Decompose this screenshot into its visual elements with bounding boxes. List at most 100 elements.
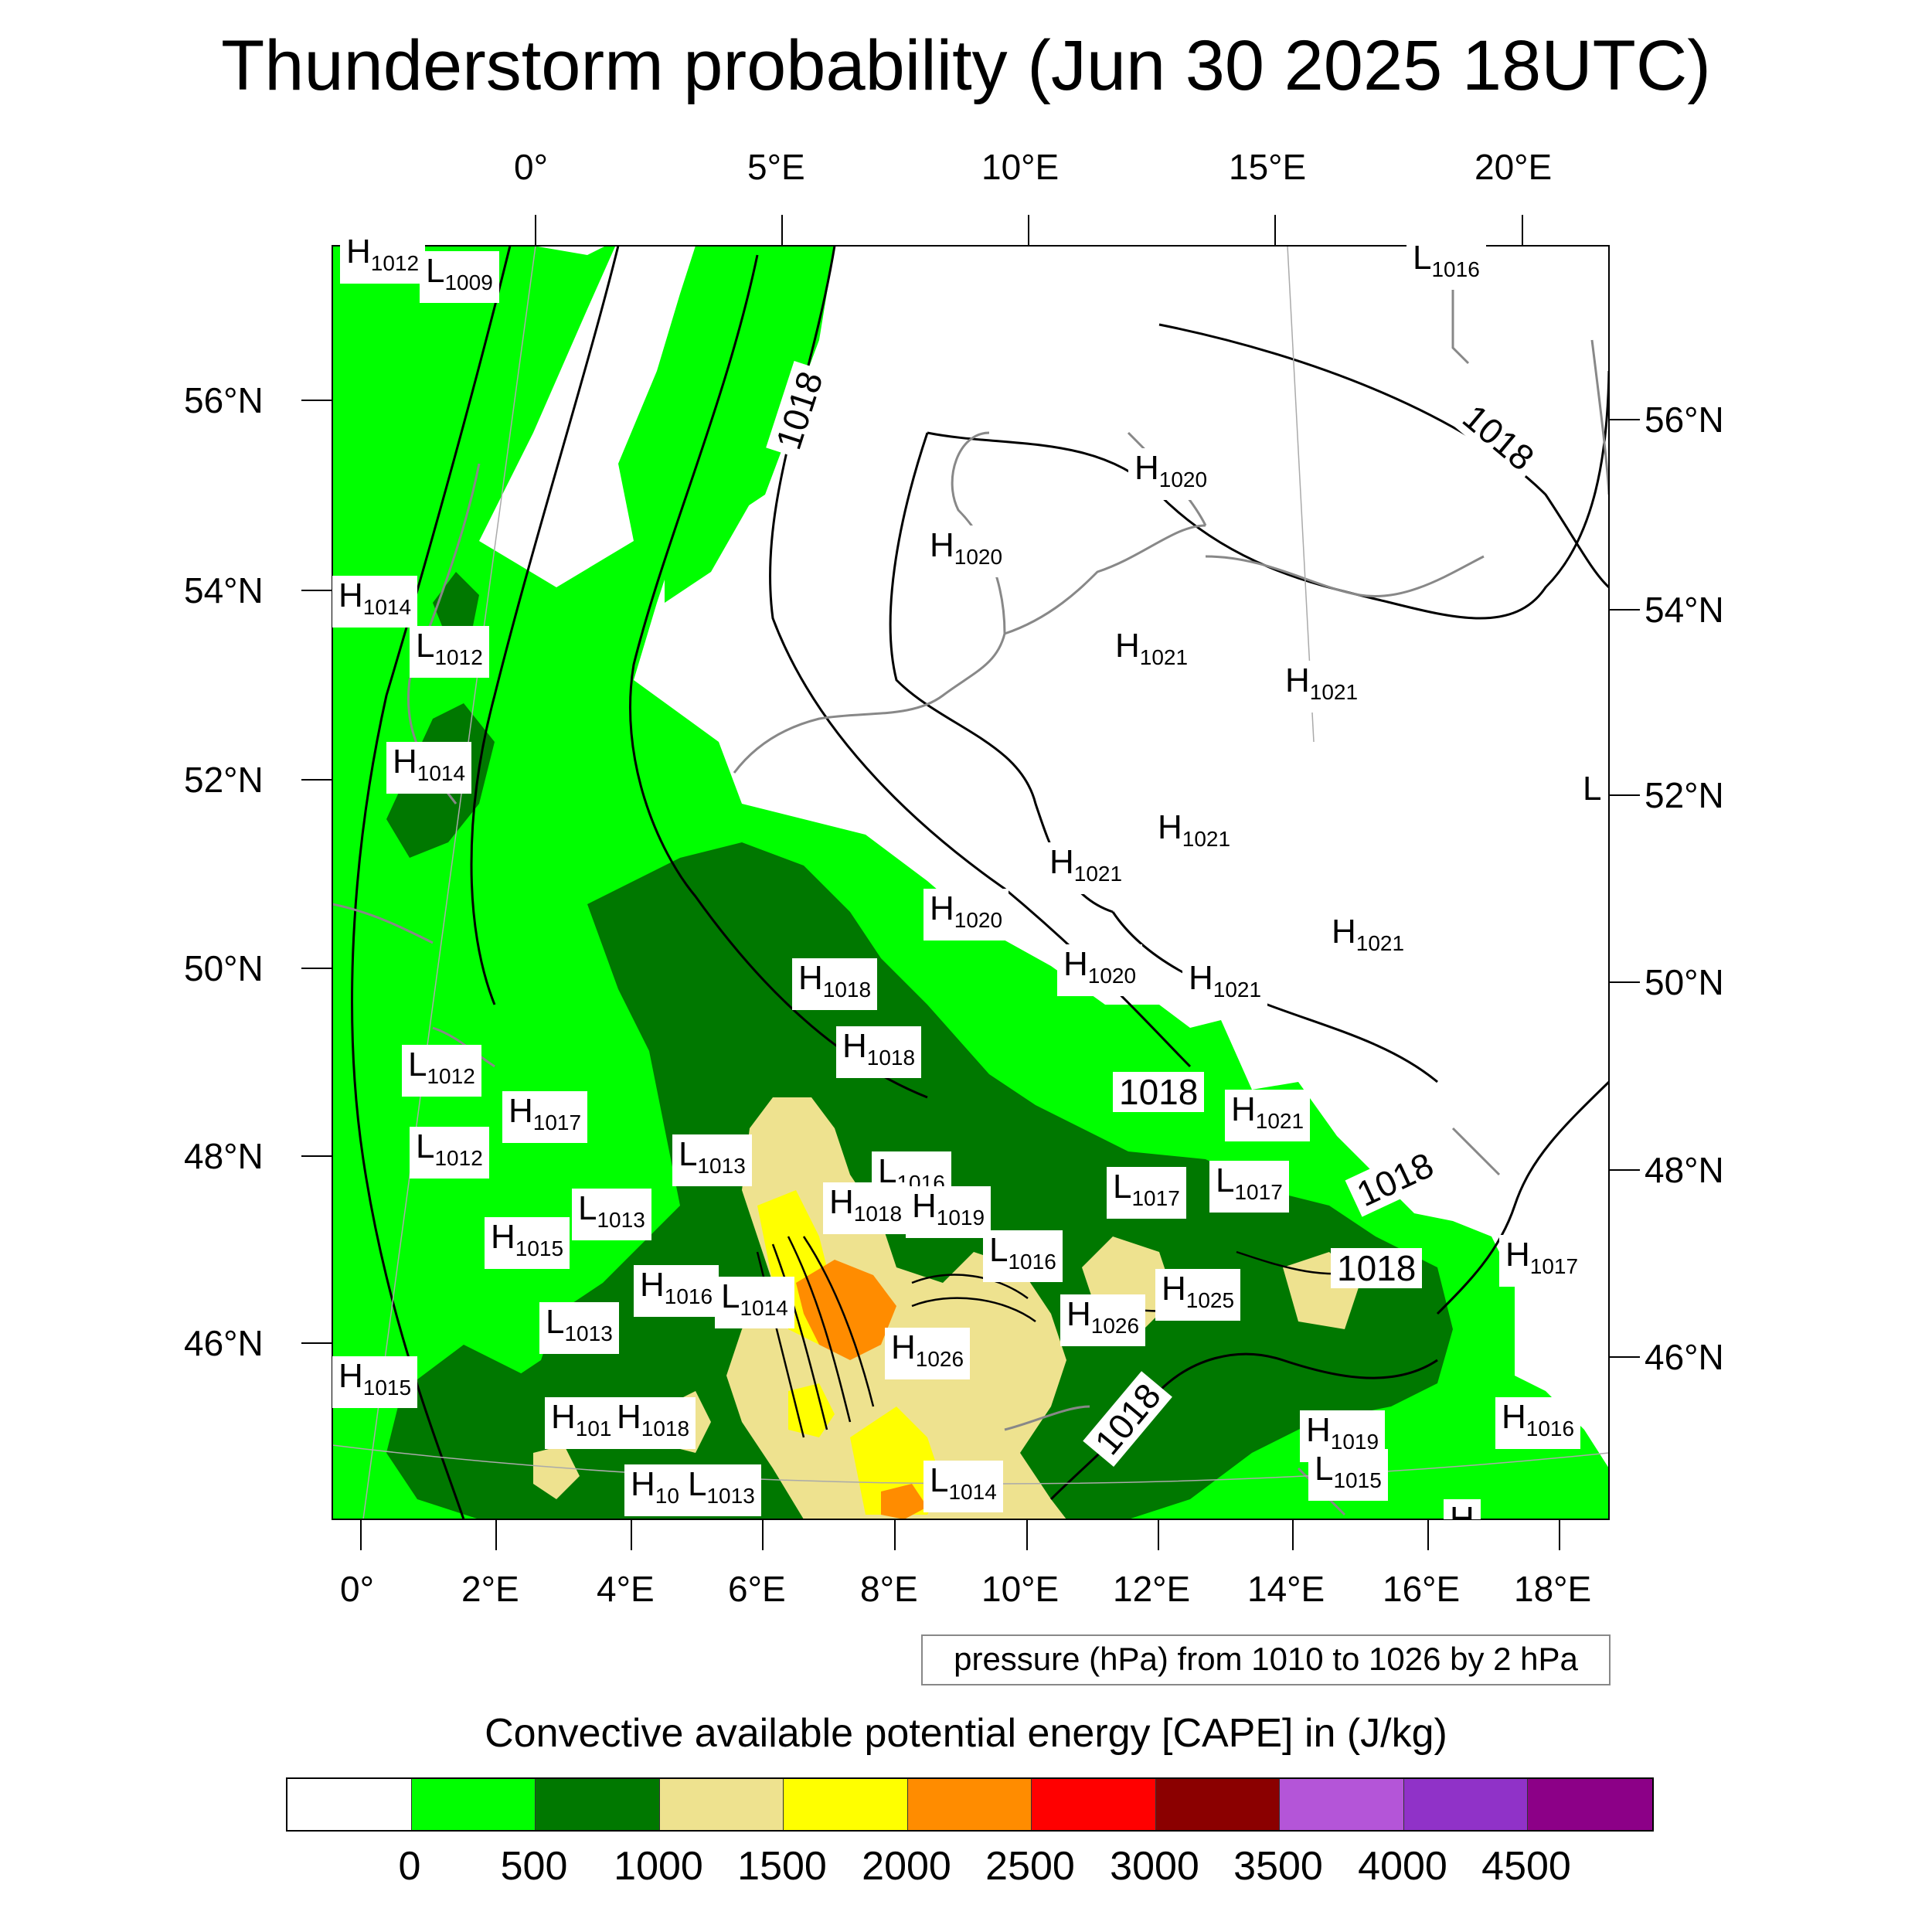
pressure-center-label: H1015 [332,1356,418,1408]
left-lat-tick: 50°N [184,948,264,988]
cape-1500-2000-area [850,1406,943,1515]
colorbar-segment [659,1779,784,1830]
colorbar-tick: 2000 [862,1844,951,1889]
left-lat-tick: 52°N [184,760,264,800]
colorbar-segment [1155,1779,1280,1830]
bottom-lon-tick: 0° [340,1569,374,1609]
pressure-center-label: H1017 [1499,1235,1585,1287]
top-lon-tick: 5°E [747,147,805,187]
pressure-center-label: H1020 [923,526,1009,577]
pressure-center-label: H101 [545,1397,618,1449]
right-lat-tick: 50°N [1645,962,1724,1002]
pressure-center-label: L1013 [572,1189,651,1240]
pressure-center-label: L1016 [983,1230,1063,1282]
left-lat-tick: 54°N [184,570,264,611]
pressure-center-label: H1018 [611,1397,696,1449]
pressure-center-label: H1026 [1060,1294,1146,1346]
right-lat-tick: 48°N [1645,1150,1724,1190]
colorbar-segment [1032,1779,1156,1830]
colorbar-segment [784,1779,908,1830]
colorbar-tick: 0 [398,1844,421,1889]
colorbar-tick: 4000 [1358,1844,1447,1889]
bottom-lon-tick: 12°E [1113,1569,1191,1609]
left-lat-tick: 48°N [184,1136,264,1176]
colorbar-tick: 1000 [614,1844,703,1889]
pressure-center-label: H1014 [332,576,418,628]
right-lat-tick: 56°N [1645,400,1724,440]
pressure-center-label: H1025 [1155,1269,1241,1321]
pressure-center-label: L1013 [682,1464,761,1516]
top-lon-tick: 0° [514,147,548,187]
pressure-center-label: H [1444,1499,1481,1519]
colorbar-tick: 3500 [1233,1844,1323,1889]
pressure-center-label: L1012 [402,1045,481,1097]
pressure-center-label: L1013 [539,1302,619,1354]
bottom-lon-tick: 2°E [461,1569,519,1609]
colorbar-segment [907,1779,1032,1830]
pressure-center-label: H1016 [634,1265,719,1317]
bottom-lon-tick: 16°E [1383,1569,1461,1609]
right-lat-tick: 46°N [1645,1337,1724,1377]
colorbar-tick: 2500 [985,1844,1075,1889]
pressure-center-label: L1014 [715,1277,794,1328]
pressure-center-label: H1021 [1043,842,1129,894]
pressure-center-label: L1012 [410,1127,489,1179]
top-lon-tick: 15°E [1229,147,1307,187]
left-lat-tick: 56°N [184,380,264,420]
bottom-lon-tick: 8°E [860,1569,918,1609]
pressure-center-label: L1017 [1107,1167,1186,1219]
pressure-center-label: L1012 [410,626,489,678]
pressure-center-label: H1014 [386,742,472,794]
cape-500-1000-area [464,842,1453,1519]
top-lon-tick: 20°E [1475,147,1553,187]
colorbar-segment [1403,1779,1528,1830]
pressure-center-label: L1013 [672,1134,752,1186]
pressure-center-label: L1014 [923,1461,1003,1512]
axis-ticks [301,215,1640,1550]
pressure-center-label: L1015 [1308,1449,1388,1501]
colorbar-tick: 500 [500,1844,568,1889]
pressure-center-label: H10 [624,1464,685,1516]
pressure-center-label: H1018 [823,1182,909,1234]
colorbar-segment [1528,1779,1652,1830]
pressure-center-label: H1026 [885,1328,971,1379]
pressure-center-label: L1017 [1209,1161,1289,1213]
chart-title: Thunderstorm probability (Jun 30 2025 18… [221,26,1711,105]
pressure-center-label: H1021 [1325,912,1411,964]
bottom-lon-tick: 10°E [981,1569,1060,1609]
pressure-center-label: H1020 [923,889,1009,940]
top-lon-tick: 10°E [981,147,1060,187]
isobar-label: 1018 [1113,1072,1205,1112]
bottom-lon-tick: 6°E [728,1569,786,1609]
colorbar-segment [287,1779,412,1830]
pressure-info-box: pressure (hPa) from 1010 to 1026 by 2 hP… [921,1634,1611,1685]
pressure-center-label: H1021 [1279,661,1365,713]
cape-2000-2500-area [796,1260,896,1360]
pressure-center-label: H1017 [502,1091,588,1143]
colorbar-segment [1280,1779,1404,1830]
right-lat-tick: 52°N [1645,775,1724,815]
pressure-center-label: H1016 [1495,1397,1581,1449]
colorbar-title: Convective available potential energy [C… [485,1711,1447,1756]
pressure-center-label: H1020 [1128,448,1214,500]
colorbar [286,1777,1654,1832]
pressure-center-label: H1018 [792,958,878,1010]
pressure-center-label: H1015 [485,1217,570,1269]
pressure-center-label: H1019 [906,1186,992,1238]
pressure-center-label: H1021 [1225,1090,1311,1141]
pressure-center-label: H1021 [1182,958,1268,1010]
right-lat-tick: 54°N [1645,590,1724,630]
colorbar-segment [536,1779,660,1830]
cape-500-1000-area [386,1345,556,1519]
pressure-center-label: L1016 [1406,238,1486,290]
colorbar-tick: 1500 [737,1844,827,1889]
isobar-label: 1018 [1331,1248,1423,1288]
map-frame [332,245,1610,1520]
cape-2000-2500-area [881,1484,927,1519]
bottom-lon-tick: 4°E [597,1569,655,1609]
pressure-center-label: L [1577,769,1608,821]
pressure-center-label: H1021 [1151,808,1237,859]
colorbar-tick: 4500 [1481,1844,1571,1889]
bottom-lon-tick: 18°E [1514,1569,1592,1609]
